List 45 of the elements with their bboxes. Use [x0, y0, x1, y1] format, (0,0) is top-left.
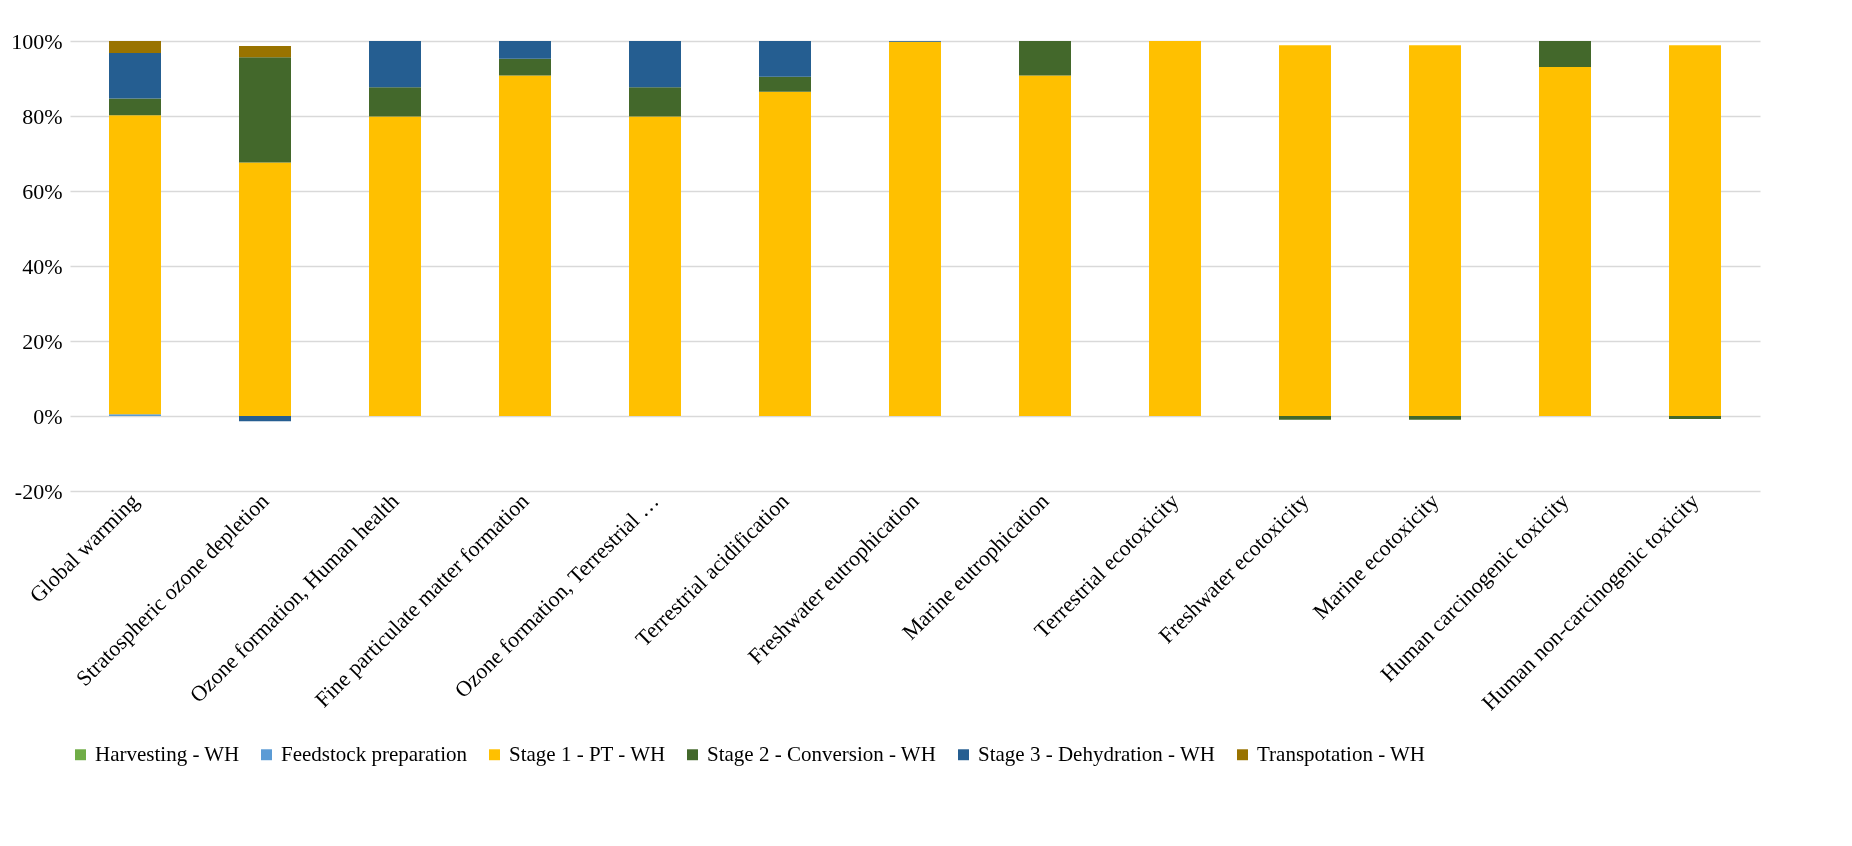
y-tick-label: 0% [33, 403, 63, 429]
bar [1149, 41, 1201, 416]
bar [629, 87, 681, 117]
legend-label: Stage 3 - Dehydration - WH [978, 741, 1215, 766]
y-tick-label: 20% [22, 328, 63, 354]
bar [889, 41, 941, 416]
y-tick-label: 60% [22, 178, 63, 204]
y-tick-label: 80% [22, 103, 63, 129]
bar [1409, 45, 1461, 416]
bar [369, 41, 421, 88]
bar [109, 98, 161, 116]
bar [759, 76, 811, 92]
bar [109, 41, 161, 53]
legend-label: Stage 1 - PT - WH [509, 741, 666, 766]
bar [369, 87, 421, 117]
bar [239, 416, 291, 422]
y-tick-label: -20% [14, 478, 63, 504]
bar [109, 115, 161, 415]
bar [759, 91, 811, 416]
legend-label: Transpotation - WH [1257, 741, 1425, 766]
bar [1669, 416, 1721, 419]
y-tick-label: 40% [22, 253, 63, 279]
bar [629, 41, 681, 88]
bar [239, 45, 291, 58]
bar [499, 75, 551, 416]
bar [1539, 41, 1591, 67]
legend-label: Feedstock preparation [281, 741, 468, 766]
bar [239, 162, 291, 416]
bar [1019, 41, 1071, 76]
bar [1279, 45, 1331, 416]
bar [499, 58, 551, 76]
bar [1669, 45, 1721, 416]
bar [1539, 66, 1591, 416]
bar [759, 41, 811, 77]
legend-label: Harvesting - WH [95, 741, 240, 766]
bar [1019, 75, 1071, 416]
legend-label: Stage 2 - Conversion - WH [707, 741, 936, 766]
y-tick-label: 100% [11, 28, 63, 54]
bar [369, 116, 421, 416]
bar [499, 41, 551, 59]
bar [1279, 416, 1331, 420]
bar [239, 57, 291, 163]
bar [629, 116, 681, 416]
bar [1409, 416, 1461, 420]
bar [109, 53, 161, 99]
